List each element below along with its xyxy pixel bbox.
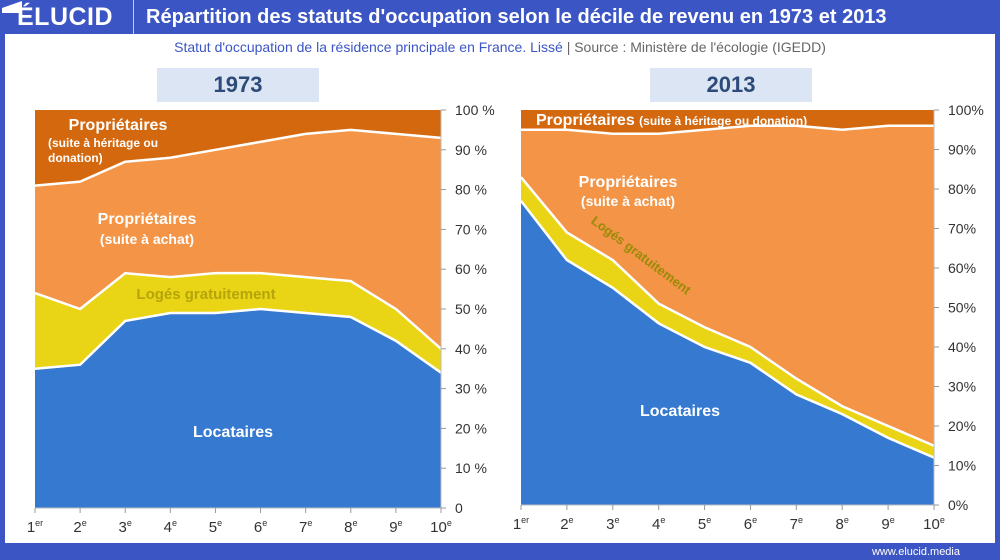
boundary-line-achat — [34, 128, 442, 187]
x-tick-label: 3e — [606, 515, 619, 533]
y-tick-label: 40% — [948, 339, 976, 355]
boundary-line-achat — [521, 124, 934, 135]
elucid-mark-icon — [2, 1, 22, 13]
area-heritage — [35, 110, 441, 186]
x-tick-label: 1er — [513, 515, 529, 533]
area-loges — [35, 273, 441, 373]
area-achat — [35, 129, 441, 349]
y-tick-label: 80 % — [455, 182, 487, 198]
y-tick-label: 50 % — [455, 301, 487, 317]
y-tick-label: 20 % — [455, 420, 487, 436]
header: ÉLUCID Répartition des statuts d'occupat… — [0, 0, 1000, 34]
x-tick-label: 9e — [389, 518, 402, 536]
x-tick-label: 7e — [299, 518, 312, 536]
y-tick-label: 20% — [948, 418, 976, 434]
header-divider — [133, 0, 134, 34]
label-heritage-detail: donation) — [48, 151, 103, 165]
y-tick-label: 70 % — [455, 221, 487, 237]
label-heritage-detail: (suite à héritage ou — [48, 136, 158, 150]
area-achat — [521, 125, 934, 446]
area-locataires — [35, 309, 441, 508]
boundary-line-locataires — [520, 200, 935, 459]
subtitle-separator: | — [566, 39, 571, 55]
subtitle-text: Statut d'occupation de la résidence prin… — [174, 39, 563, 55]
label-achat: Propriétaires — [98, 211, 197, 228]
y-tick-label: 30% — [948, 379, 976, 395]
y-tick-label: 90 % — [455, 142, 487, 158]
x-tick-label: 2e — [73, 518, 86, 536]
source-text: Source : Ministère de l'écologie (IGEDD) — [574, 39, 826, 55]
year-label-1973: 1973 — [157, 68, 319, 102]
y-tick-label: 60 % — [455, 261, 487, 277]
area-loges — [521, 177, 934, 458]
label-heritage: Propriétaires — [69, 117, 168, 134]
x-tick-label: 8e — [836, 515, 849, 533]
x-tick-label: 4e — [652, 515, 665, 533]
y-tick-label: 50% — [948, 300, 976, 316]
y-tick-label: 30 % — [455, 381, 487, 397]
y-tick-label: 40 % — [455, 341, 487, 357]
y-tick-label: 60% — [948, 260, 976, 276]
label-locataires: Locataires — [640, 403, 720, 420]
x-tick-label: 10e — [923, 515, 945, 533]
elucid-logo: ÉLUCID — [17, 2, 114, 31]
boundary-line-loges — [34, 271, 442, 350]
x-tick-label: 10e — [430, 518, 452, 536]
x-tick-label: 9e — [881, 515, 894, 533]
x-tick-label: 7e — [790, 515, 803, 533]
label-heritage: Propriétaires (suite à héritage ou donat… — [536, 112, 807, 129]
label-achat: Propriétaires — [579, 174, 678, 191]
x-tick-label: 6e — [744, 515, 757, 533]
y-tick-label: 100 % — [455, 102, 495, 118]
x-tick-label: 4e — [164, 518, 177, 536]
y-tick-label: 10 % — [455, 460, 487, 476]
label-loges: Logés gratuitement — [136, 286, 275, 303]
subtitle: Statut d'occupation de la résidence prin… — [0, 39, 1000, 55]
x-tick-label: 2e — [560, 515, 573, 533]
y-tick-label: 0 — [455, 500, 463, 516]
y-tick-label: 100% — [948, 102, 984, 118]
label-locataires: Locataires — [193, 424, 273, 441]
y-tick-label: 70% — [948, 221, 976, 237]
x-tick-label: 3e — [119, 518, 132, 536]
footer-url[interactable]: www.elucid.media — [871, 546, 960, 558]
x-tick-label: 1er — [27, 518, 43, 536]
y-tick-label: 90% — [948, 142, 976, 158]
y-tick-label: 0% — [948, 497, 968, 513]
label-achat-detail: (suite à achat) — [100, 231, 194, 247]
y-tick-label: 10% — [948, 458, 976, 474]
x-tick-label: 6e — [254, 518, 267, 536]
page-title: Répartition des statuts d'occupation sel… — [146, 5, 887, 28]
boundary-line-loges — [520, 176, 935, 447]
area-locataires — [521, 200, 934, 505]
x-tick-label: 5e — [209, 518, 222, 536]
y-tick-label: 80% — [948, 181, 976, 197]
boundary-line-locataires — [34, 307, 442, 374]
label-achat-detail: (suite à achat) — [581, 193, 675, 209]
x-tick-label: 5e — [698, 515, 711, 533]
x-tick-label: 8e — [344, 518, 357, 536]
year-label-2013: 2013 — [650, 68, 812, 102]
